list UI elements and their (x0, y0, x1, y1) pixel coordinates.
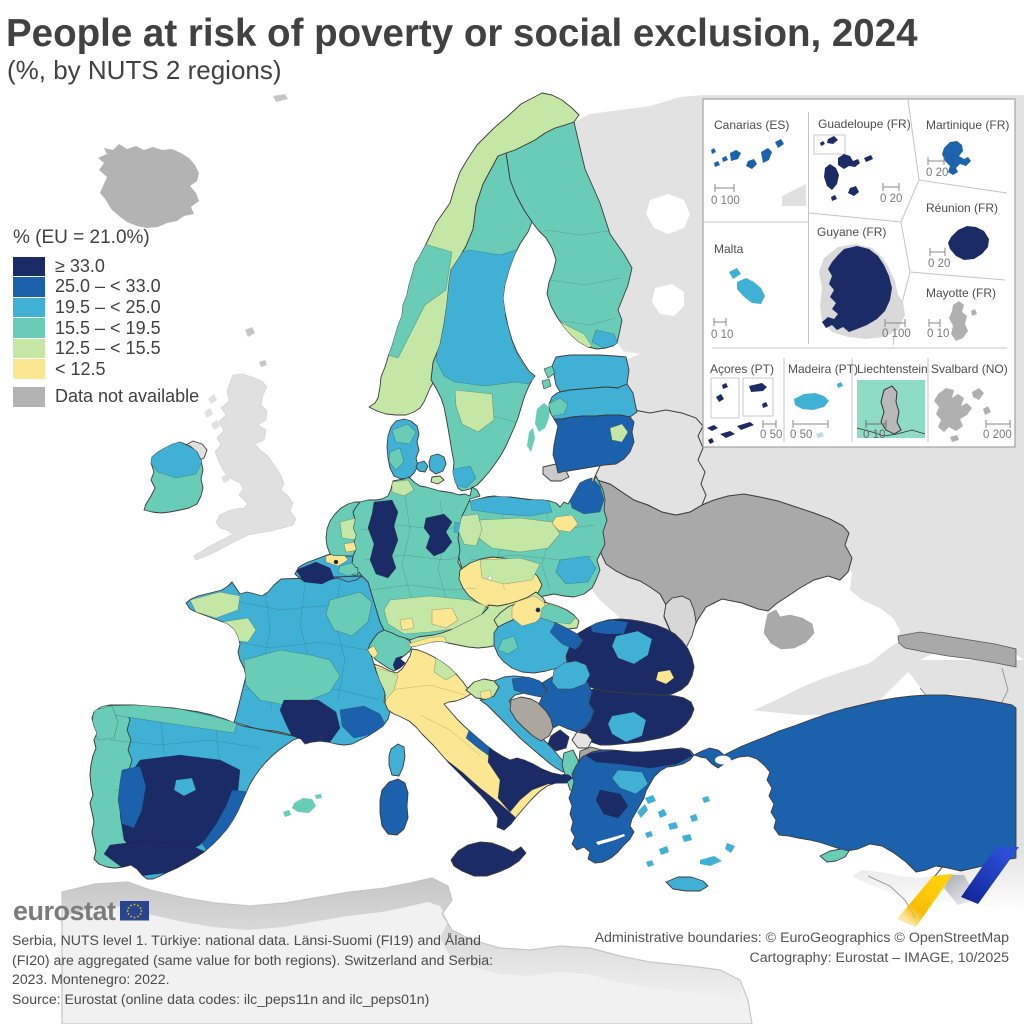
svg-text:0 20: 0 20 (928, 258, 950, 270)
svg-text:0 200: 0 200 (983, 429, 1012, 441)
svg-text:Canarias (ES): Canarias (ES) (714, 118, 789, 132)
svg-text:0 20: 0 20 (926, 167, 948, 179)
svg-text:0 20: 0 20 (880, 193, 902, 205)
svg-text:Guadeloupe (FR): Guadeloupe (FR) (818, 117, 911, 131)
svg-text:Martinique (FR): Martinique (FR) (926, 118, 1009, 132)
svg-text:0 50: 0 50 (790, 429, 812, 441)
svg-text:Svalbard (NO): Svalbard (NO) (931, 362, 1008, 376)
svg-text:0 10: 0 10 (711, 329, 733, 341)
svg-text:0 10: 0 10 (927, 328, 949, 340)
svg-text:Liechtenstein: Liechtenstein (857, 362, 928, 376)
svg-text:Guyane (FR): Guyane (FR) (817, 225, 886, 239)
svg-text:0 100: 0 100 (711, 195, 740, 207)
svg-text:Madeira (PT): Madeira (PT) (788, 362, 858, 376)
svg-text:0 100: 0 100 (882, 328, 911, 340)
svg-text:Malta: Malta (714, 242, 744, 256)
svg-text:Réunion (FR): Réunion (FR) (926, 201, 998, 215)
svg-text:0 50: 0 50 (760, 429, 782, 441)
svg-text:Mayotte (FR): Mayotte (FR) (926, 286, 996, 300)
svg-text:0 10: 0 10 (863, 429, 885, 441)
svg-text:Açores (PT): Açores (PT) (710, 362, 774, 376)
